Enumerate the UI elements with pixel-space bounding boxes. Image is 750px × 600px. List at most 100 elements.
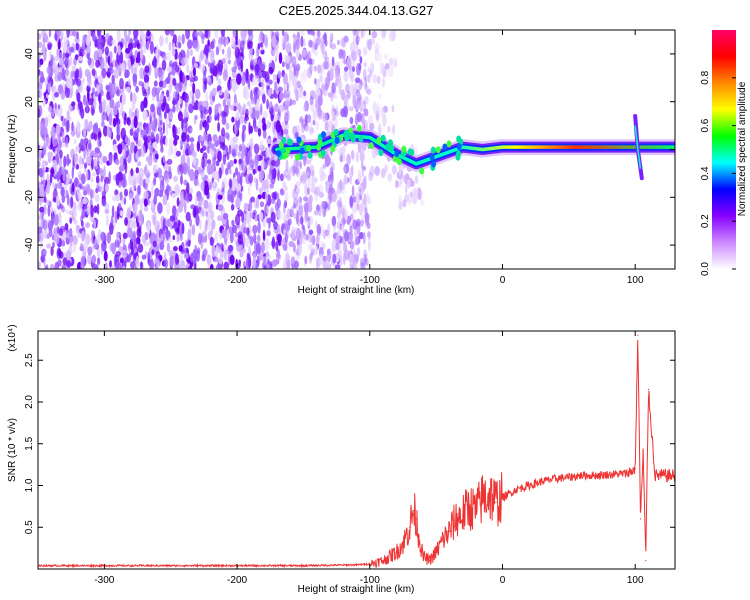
speckle-mark (352, 35, 356, 45)
speckle-mark (116, 123, 120, 136)
speckle-mark (87, 98, 94, 106)
speckle-mark (125, 86, 131, 93)
speckle-mark (108, 82, 112, 94)
ridge-blob (389, 144, 395, 152)
speckle-mark (189, 127, 193, 133)
speckle-mark (386, 173, 392, 181)
colorbar-tick-label-1: 0.2 (700, 214, 711, 228)
speckle-mark (144, 65, 150, 73)
speckle-mark (147, 159, 153, 166)
speckle-mark (217, 150, 222, 163)
speckle-mark (186, 49, 190, 59)
speckle-mark (47, 75, 51, 84)
speckle-mark (194, 263, 197, 269)
speckle-mark (282, 73, 288, 85)
speckle-mark (286, 208, 291, 219)
speckle-mark (224, 132, 229, 139)
speckle-mark (205, 91, 209, 102)
speckle-mark (361, 102, 365, 110)
speckle-mark (293, 212, 298, 220)
speckle-mark (156, 92, 160, 103)
speckle-mark (152, 141, 157, 149)
speckle-mark (249, 143, 253, 153)
speckle-mark (97, 127, 102, 141)
speckle-mark (235, 111, 240, 121)
speckle-mark (111, 39, 116, 46)
speckle-mark (90, 133, 94, 140)
speckle-mark (181, 222, 185, 235)
speckle-mark (316, 30, 321, 38)
speckle-mark (99, 179, 104, 193)
speckle-mark (299, 116, 304, 123)
speckle-mark (154, 187, 160, 197)
speckle-mark (220, 242, 224, 251)
speckle-mark (171, 66, 176, 76)
speckle-mark (242, 124, 247, 132)
speckle-mark (290, 205, 295, 217)
speckle-mark (241, 74, 246, 87)
speckle-mark (335, 242, 340, 251)
speckle-mark (380, 62, 385, 75)
speckle-mark (178, 80, 183, 93)
speckle-mark (121, 177, 127, 189)
speckle-mark (231, 79, 237, 89)
speckle-mark (169, 30, 175, 37)
speckle-mark (295, 124, 301, 135)
speckle-mark (260, 64, 266, 71)
speckle-mark (217, 204, 224, 212)
ridge-blob (278, 141, 284, 149)
speckle-mark (164, 30, 171, 36)
speckle-mark (201, 156, 205, 169)
speckle-mark (39, 70, 43, 77)
speckle-mark (136, 127, 140, 133)
speckle-mark (388, 64, 394, 77)
speckle-mark (100, 83, 103, 94)
speckle-mark (203, 248, 208, 257)
snr-point (661, 474, 663, 477)
speckle-mark (323, 60, 329, 70)
speckle-mark (107, 72, 111, 79)
speckle-mark (352, 203, 358, 214)
speckle-mark (250, 64, 255, 70)
speckle-mark (123, 30, 127, 39)
speckle-mark (151, 60, 155, 66)
speckle-mark (180, 249, 185, 255)
speckle-mark (174, 65, 180, 73)
speckle-mark (262, 110, 268, 120)
speckle-mark (353, 82, 359, 91)
speckle-mark (282, 61, 285, 68)
speckle-mark (108, 171, 111, 185)
speckle-mark (143, 206, 149, 212)
speckle-mark (244, 30, 248, 36)
speckle-mark (297, 88, 303, 99)
speckle-mark (314, 50, 318, 57)
speckle-mark (119, 77, 124, 90)
speckle-mark (204, 121, 210, 132)
speckle-mark (91, 158, 94, 170)
speckle-mark (346, 153, 351, 165)
speckle-mark (120, 101, 124, 113)
speckle-mark (101, 68, 107, 79)
speckle-mark (248, 105, 253, 115)
speckle-mark (72, 235, 78, 246)
speckle-mark (321, 41, 325, 55)
speckle-mark (301, 224, 305, 230)
speckle-mark (322, 112, 328, 123)
speckle-mark (412, 187, 419, 195)
speckle-mark (100, 175, 104, 182)
ridge-blob (320, 149, 326, 157)
speckle-mark (296, 190, 299, 198)
speckle-mark (351, 50, 357, 62)
speckle-mark (149, 144, 153, 157)
speckle-mark (47, 81, 52, 93)
speckle-mark (229, 104, 235, 111)
ridge-blob (358, 135, 364, 143)
spectrogram-speckle (38, 30, 425, 269)
speckle-mark (369, 70, 373, 78)
speckle-mark (97, 75, 104, 84)
speckle-mark (356, 92, 362, 98)
ridge-blob (401, 145, 407, 153)
speckle-mark (285, 251, 289, 261)
speckle-mark (256, 255, 260, 268)
speckle-mark (39, 183, 44, 193)
